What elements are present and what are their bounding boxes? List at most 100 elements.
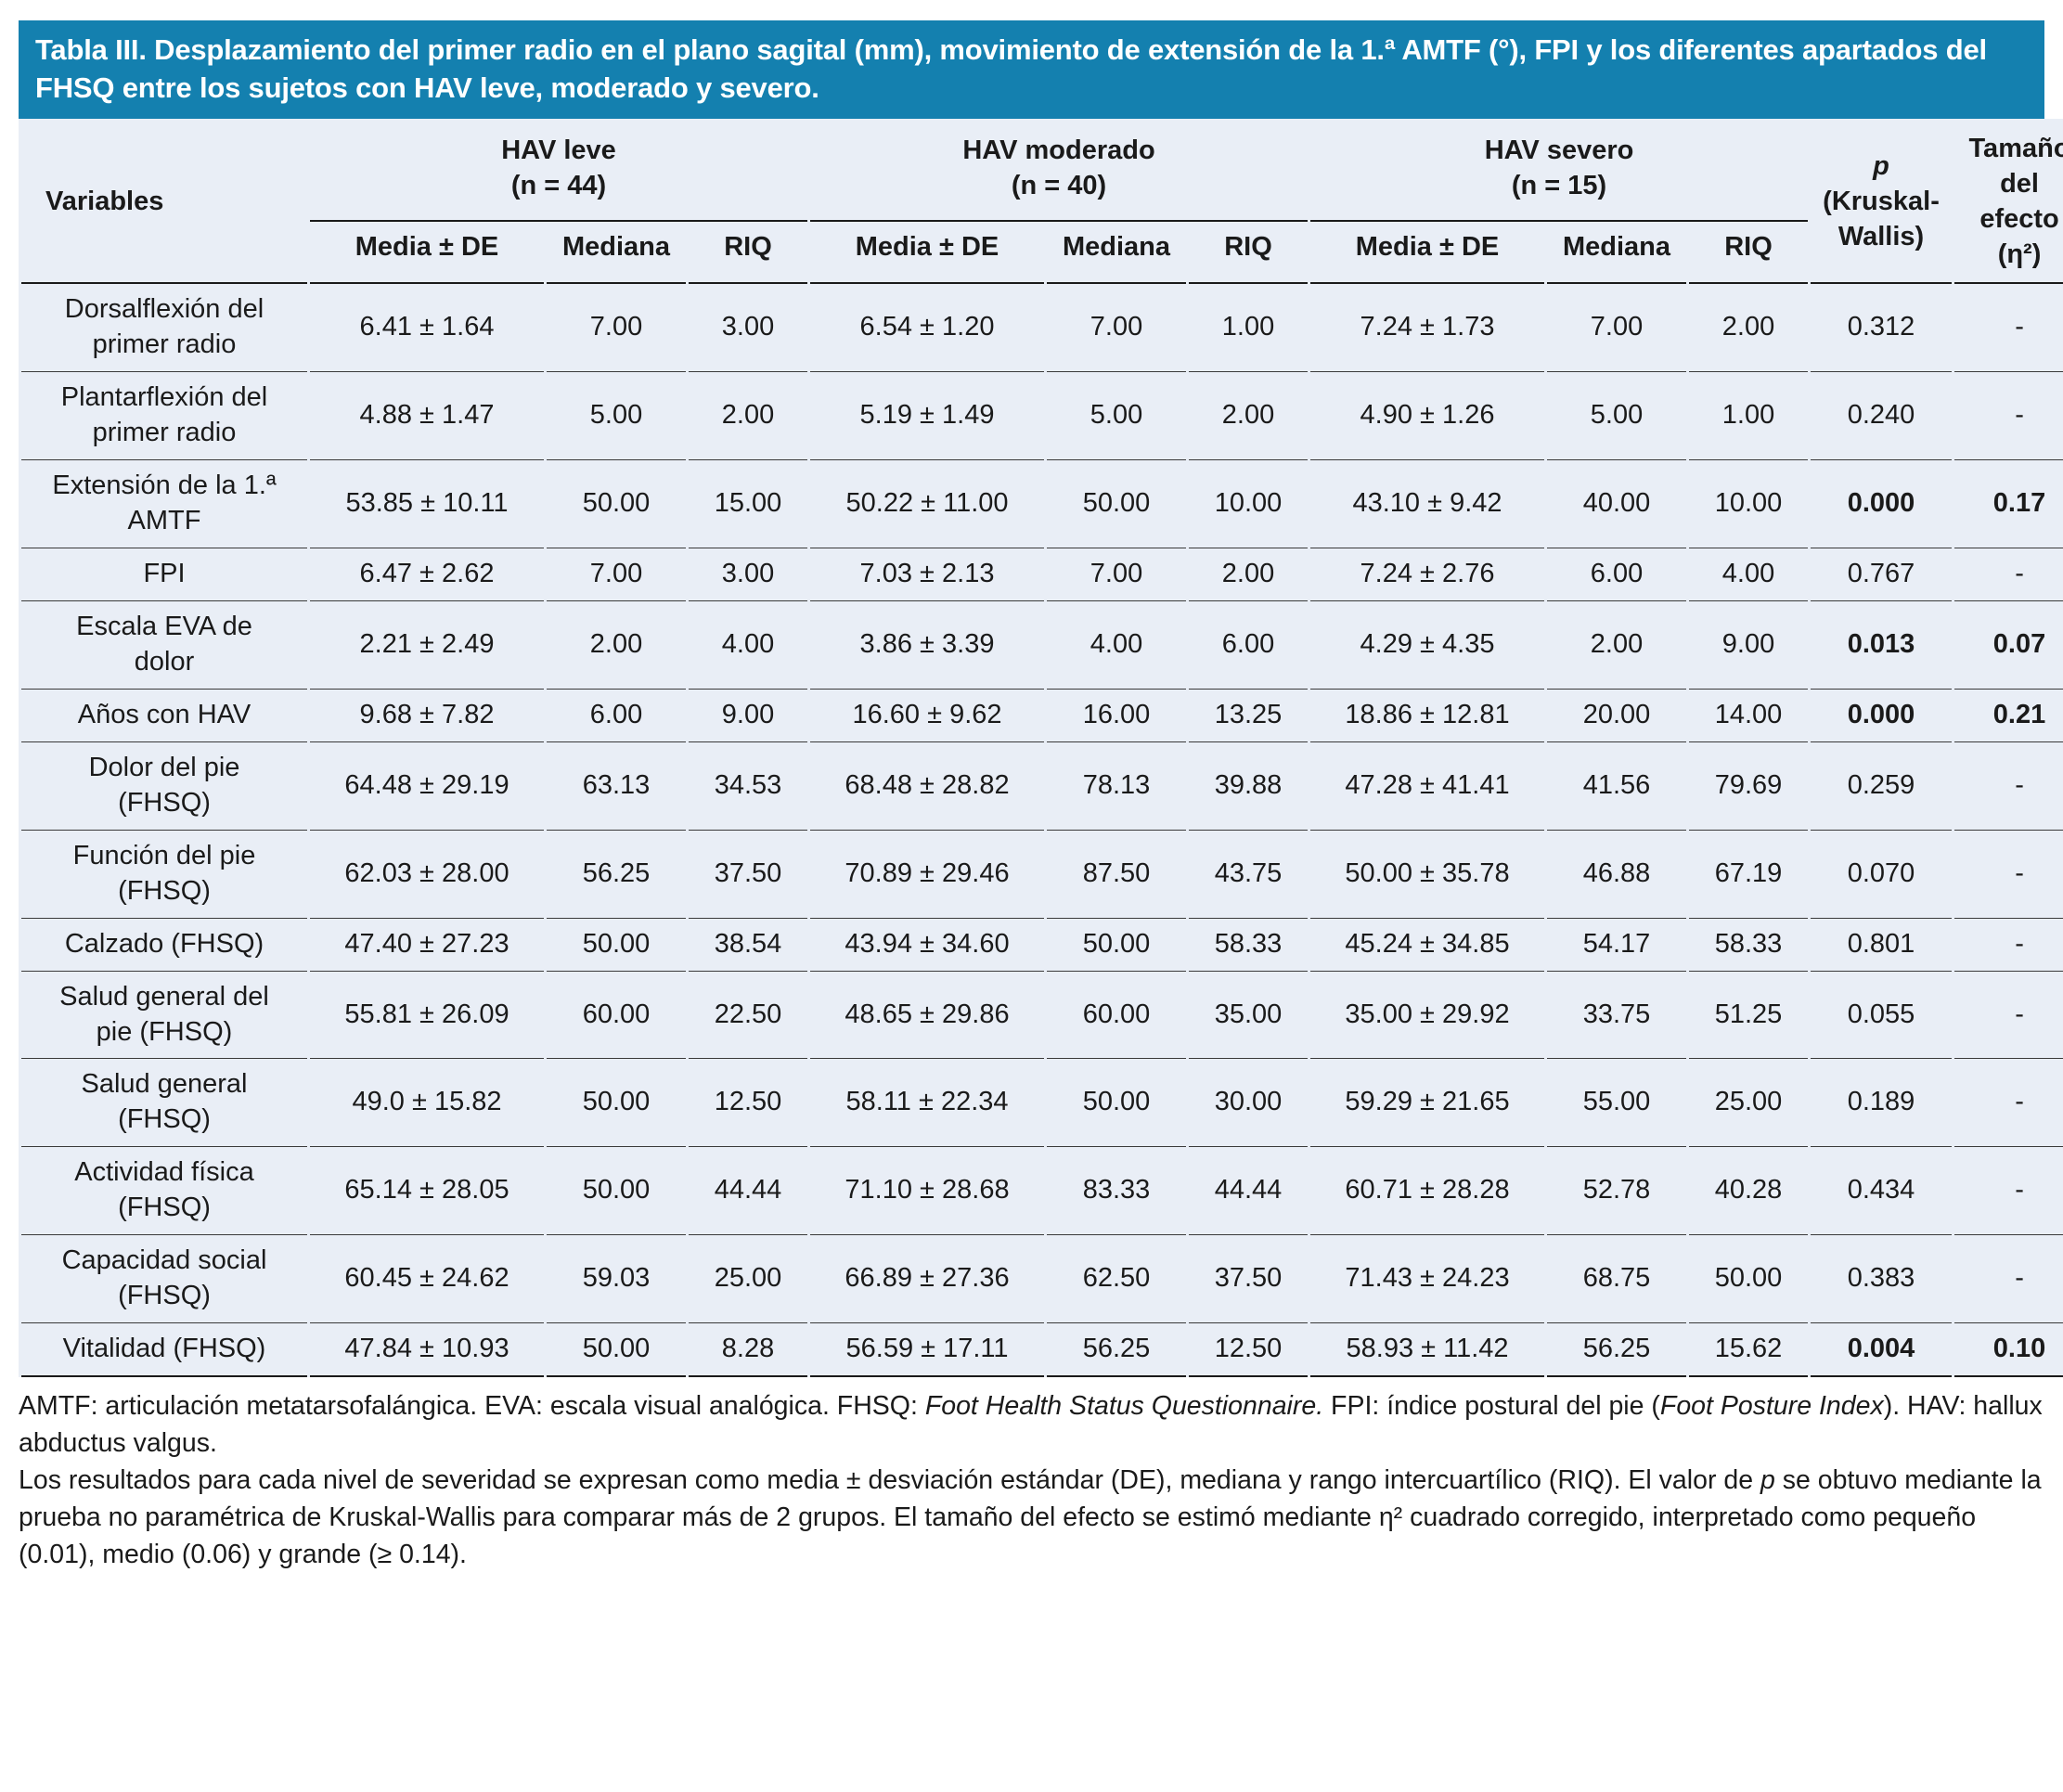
value-cell: 14.00 bbox=[1689, 688, 1809, 741]
table-row: FPI 6.47 ± 2.62 7.00 3.00 7.03 ± 2.13 7.… bbox=[21, 547, 2063, 600]
group-n: (n = 40) bbox=[1011, 171, 1107, 201]
value-cell: 7.03 ± 2.13 bbox=[810, 547, 1045, 600]
value-cell: 4.00 bbox=[1047, 599, 1187, 689]
value-cell: 7.00 bbox=[1590, 311, 1644, 342]
value-cell: 65.14 ± 28.05 bbox=[310, 1146, 544, 1234]
stat-header-mediana-leve: Mediana bbox=[547, 222, 686, 284]
value-cell: 50.00 bbox=[547, 1146, 686, 1234]
group-label: HAV moderado bbox=[962, 135, 1155, 166]
group-header-row: Variables HAV leve (n = 44) HAV moderado… bbox=[21, 119, 2063, 284]
value-cell: 4.00 bbox=[1689, 547, 1809, 600]
value-cell: 3.00 bbox=[721, 311, 775, 342]
p-test-name: (Kruskal-Wallis) bbox=[1823, 186, 1940, 251]
table-row: Años con HAV 9.68 ± 7.82 6.00 9.00 16.60… bbox=[21, 688, 2063, 741]
value-cell: 37.50 bbox=[689, 829, 808, 918]
table-row: Extensión de la 1.ª AMTF 53.85 ± 10.11 5… bbox=[21, 458, 2063, 548]
value-cell: 44.44 bbox=[1189, 1146, 1309, 1234]
table-row: Calzado (FHSQ) 47.40 ± 27.23 50.00 38.54… bbox=[21, 917, 2063, 971]
value-cell: 4.90 ± 1.26 bbox=[1310, 370, 1545, 459]
effect-cell: - bbox=[1954, 1058, 2063, 1146]
value-cell: 10.00 bbox=[1689, 458, 1809, 548]
value-cell: 13.25 bbox=[1189, 688, 1309, 741]
value-cell: 45.24 ± 34.85 bbox=[1310, 917, 1545, 971]
page: Tabla III. Desplazamiento del primer rad… bbox=[19, 20, 2063, 1574]
value-cell: 37.50 bbox=[1189, 1234, 1309, 1322]
stat-header-media-moderado: Media ± DE bbox=[810, 222, 1045, 284]
value-cell: 66.89 ± 27.36 bbox=[810, 1234, 1045, 1322]
value-cell: 2.00 bbox=[547, 599, 686, 689]
value-cell: 33.75 bbox=[1547, 970, 1687, 1059]
footnote-methods: Los resultados para cada nivel de severi… bbox=[19, 1463, 2044, 1574]
p-value-cell: 0.240 bbox=[1811, 370, 1953, 459]
value-cell: 87.50 bbox=[1047, 829, 1187, 918]
footnote-text: Los resultados para cada nivel de severi… bbox=[19, 1465, 1760, 1496]
value-cell: 50.00 bbox=[1047, 917, 1187, 971]
table-row: Plantarflexión del primer radio 4.88 ± 1… bbox=[21, 370, 2063, 459]
value-cell: 12.50 bbox=[1189, 1322, 1309, 1378]
stat-header-mediana-moderado: Mediana bbox=[1047, 222, 1187, 284]
table-row: Salud general del pie (FHSQ) 55.81 ± 26.… bbox=[21, 970, 2063, 1059]
p-symbol: p bbox=[1873, 150, 1889, 181]
value-cell: 39.88 bbox=[1189, 741, 1309, 830]
value-cell: 30.00 bbox=[1189, 1058, 1309, 1146]
value-cell: 4.88 ± 1.47 bbox=[310, 370, 544, 459]
stat-header-riq-leve: RIQ bbox=[689, 222, 808, 284]
value-cell: 64.48 ± 29.19 bbox=[310, 741, 544, 830]
value-cell: 7.24 ± 1.73 bbox=[1360, 311, 1495, 342]
value-cell: 58.33 bbox=[1689, 917, 1809, 971]
value-cell: 44.44 bbox=[689, 1146, 808, 1234]
table-title: Tabla III. Desplazamiento del primer rad… bbox=[19, 20, 2044, 119]
table-row: Capacidad social (FHSQ) 60.45 ± 24.62 59… bbox=[21, 1234, 2063, 1322]
value-cell: 9.00 bbox=[1689, 599, 1809, 689]
stat-header-mediana-severo: Mediana bbox=[1547, 222, 1687, 284]
value-cell: 4.00 bbox=[689, 599, 808, 689]
value-cell: 47.28 ± 41.41 bbox=[1310, 741, 1545, 830]
value-cell: 67.19 bbox=[1689, 829, 1809, 918]
p-value-cell: 0.013 bbox=[1811, 599, 1953, 689]
value-cell: 56.59 ± 17.11 bbox=[810, 1322, 1045, 1378]
p-value-cell: 0.070 bbox=[1811, 829, 1953, 918]
value-cell: 62.50 bbox=[1047, 1234, 1187, 1322]
stat-header-row: Media ± DE Mediana RIQ Media ± DE Median… bbox=[21, 222, 2063, 284]
value-cell: 18.86 ± 12.81 bbox=[1310, 688, 1545, 741]
value-cell: 6.41 ± 1.64 bbox=[359, 311, 495, 342]
table-row: Salud general (FHSQ) 49.0 ± 15.82 50.00 … bbox=[21, 1058, 2063, 1146]
p-value-cell: 0.189 bbox=[1811, 1058, 1953, 1146]
group-n: (n = 44) bbox=[510, 171, 607, 201]
value-cell: 25.00 bbox=[1689, 1058, 1809, 1146]
value-cell: 47.40 ± 27.23 bbox=[310, 917, 544, 971]
value-cell: 63.13 bbox=[547, 741, 686, 830]
row-label: Escala EVA de dolor bbox=[21, 599, 307, 689]
value-cell: 46.88 bbox=[1547, 829, 1687, 918]
group-label: HAV leve bbox=[501, 135, 616, 166]
value-cell: 20.00 bbox=[1547, 688, 1687, 741]
value-cell: 7.00 bbox=[589, 311, 643, 342]
row-label: Función del pie (FHSQ) bbox=[21, 829, 307, 918]
value-cell: 1.00 bbox=[1689, 370, 1809, 459]
p-value-cell: 0.434 bbox=[1811, 1146, 1953, 1234]
value-cell: 41.56 bbox=[1547, 741, 1687, 830]
value-cell: 7.24 ± 2.76 bbox=[1310, 547, 1545, 600]
value-cell: 50.00 bbox=[1047, 458, 1187, 548]
value-cell: 68.75 bbox=[1547, 1234, 1687, 1322]
row-label: Extensión de la 1.ª AMTF bbox=[21, 458, 307, 548]
group-header-hav-leve: HAV leve (n = 44) bbox=[310, 119, 808, 222]
row-label: Salud general del pie (FHSQ) bbox=[21, 970, 307, 1059]
table-row: Vitalidad (FHSQ) 47.84 ± 10.93 50.00 8.2… bbox=[21, 1322, 2063, 1378]
value-cell: 50.00 bbox=[547, 1058, 686, 1146]
value-cell: 10.00 bbox=[1189, 458, 1309, 548]
value-cell: 9.00 bbox=[689, 688, 808, 741]
value-cell: 3.00 bbox=[689, 547, 808, 600]
group-header-hav-severo: HAV severo (n = 15) bbox=[1310, 119, 1809, 222]
value-cell: 6.47 ± 2.62 bbox=[310, 547, 544, 600]
value-cell: 2.21 ± 2.49 bbox=[310, 599, 544, 689]
value-cell: 16.60 ± 9.62 bbox=[810, 688, 1045, 741]
value-cell: 2.00 bbox=[689, 370, 808, 459]
value-cell: 78.13 bbox=[1047, 741, 1187, 830]
value-cell: 52.78 bbox=[1547, 1146, 1687, 1234]
value-cell: 6.54 ± 1.20 bbox=[859, 311, 995, 342]
table-header: Variables HAV leve (n = 44) HAV moderado… bbox=[21, 119, 2063, 284]
value-cell: 43.10 ± 9.42 bbox=[1310, 458, 1545, 548]
value-cell: 68.48 ± 28.82 bbox=[810, 741, 1045, 830]
row-label: Plantarflexión del primer radio bbox=[21, 370, 307, 459]
